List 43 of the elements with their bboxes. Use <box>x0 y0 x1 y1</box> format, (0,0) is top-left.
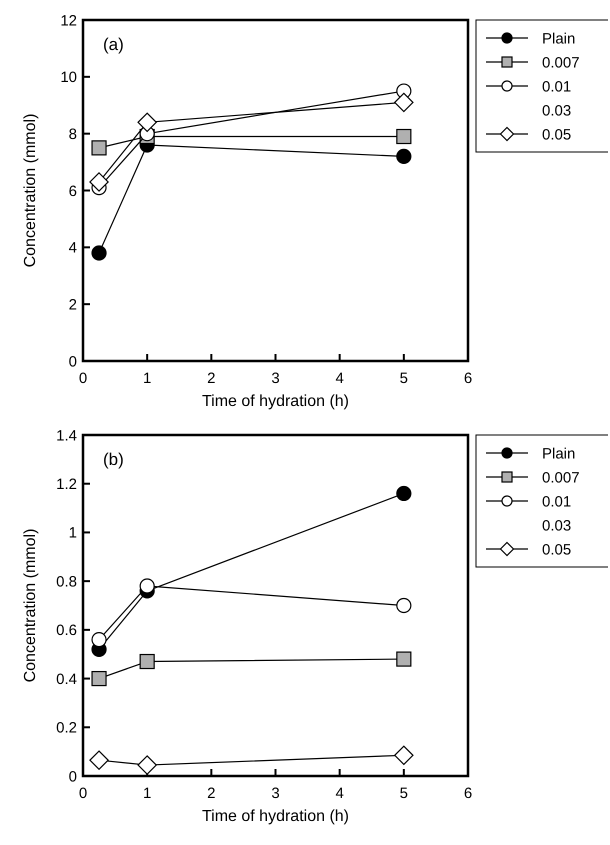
y-tick-label: 2 <box>68 296 77 314</box>
y-tick-label: 0 <box>68 353 77 370</box>
y-axis-title: Concentration (mmol) <box>22 114 39 268</box>
x-tick-label: 1 <box>142 785 152 802</box>
legend-label: Plain <box>542 30 576 48</box>
x-tick-label: 4 <box>335 785 344 802</box>
y-tick-label: 0.6 <box>56 622 77 640</box>
y-tick-label: 0.8 <box>56 573 77 590</box>
y-tick-label: 12 <box>60 12 77 30</box>
x-tick-label: 6 <box>464 370 472 387</box>
x-tick-label: 3 <box>271 785 280 802</box>
y-tick-label: 1.2 <box>56 476 77 493</box>
y-tick-label: 1 <box>68 524 77 542</box>
y-tick-label: 0.4 <box>56 670 77 688</box>
legend-label: Plain <box>542 445 576 462</box>
y-tick-label: 6 <box>68 182 77 200</box>
text: 0.03 <box>542 517 572 534</box>
y-tick-label: 10 <box>60 69 77 86</box>
x-tick-label: 2 <box>207 370 216 387</box>
y-tick-label: 8 <box>68 126 77 143</box>
legend-label: 0.007 <box>542 469 580 486</box>
legend-label: 0.007 <box>542 54 580 72</box>
x-tick-label: 5 <box>400 370 408 387</box>
x-tick-label: 6 <box>464 785 472 802</box>
y-tick-label: 4 <box>68 240 77 257</box>
legend-label: 0.01 <box>542 493 572 510</box>
y-tick-label: 1.4 <box>56 427 77 444</box>
legend-label: 0.05 <box>542 541 572 558</box>
legend-label: 0.01 <box>542 78 572 96</box>
x-tick-label: 3 <box>271 370 280 387</box>
x-tick-label: 4 <box>335 370 344 387</box>
x-tick-label: 5 <box>400 785 408 802</box>
x-axis-title: Time of hydration (h) <box>202 808 350 825</box>
annotation: (b) <box>103 450 124 469</box>
y-axis-title: Concentration (mmol) <box>22 528 39 682</box>
y-tick-label: 0.2 <box>56 720 77 737</box>
x-tick-label: 2 <box>207 785 216 802</box>
x-axis-title: Time of hydration (h) <box>202 393 350 410</box>
annotation: (a) <box>103 35 124 54</box>
text: 0.03 <box>542 102 572 120</box>
y-tick-label: 0 <box>68 768 77 786</box>
x-tick-label: 1 <box>142 370 152 387</box>
legend-label: 0.05 <box>542 126 572 144</box>
